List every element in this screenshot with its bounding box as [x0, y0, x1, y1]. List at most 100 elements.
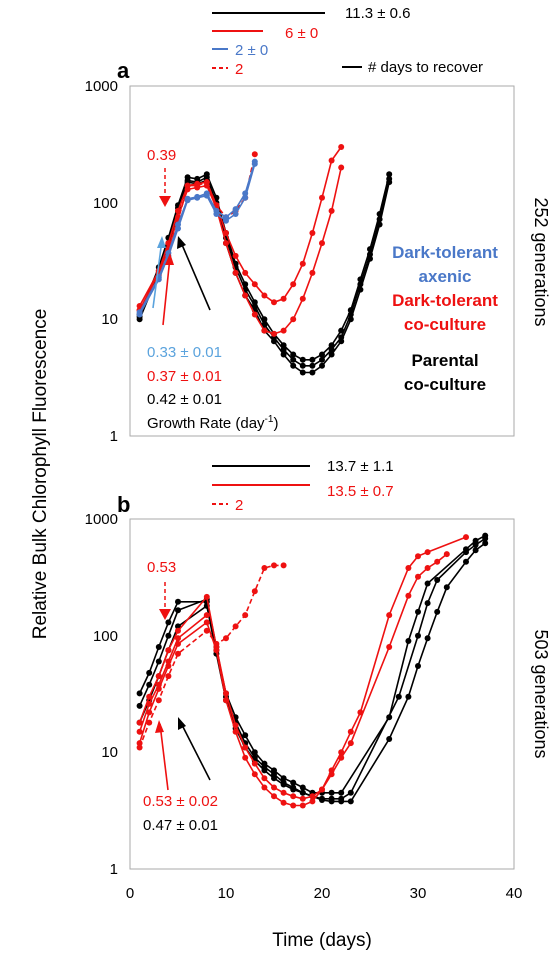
data-point — [443, 584, 450, 591]
x-axis-label: Time (days) — [272, 930, 372, 951]
data-point — [251, 749, 258, 756]
y-axis-label: Relative Bulk Chlorophyll Fluorescence — [30, 309, 51, 640]
panel-b-series — [136, 532, 489, 809]
data-point — [299, 795, 306, 802]
data-point — [415, 573, 421, 580]
data-point — [405, 592, 412, 599]
panel-b-label: b — [117, 492, 130, 517]
data-point — [463, 558, 469, 565]
data-point — [405, 565, 412, 571]
data-point — [319, 240, 325, 247]
series-line-red-6 — [138, 564, 284, 748]
data-point — [309, 793, 316, 800]
data-point — [280, 351, 287, 358]
data-point — [347, 728, 354, 735]
data-point — [146, 709, 153, 716]
y-tick-label: 100 — [93, 195, 118, 212]
data-point — [251, 588, 258, 595]
panel-b-rate-annotation: 0.53 — [147, 559, 176, 576]
data-point — [424, 600, 431, 607]
data-point — [367, 255, 373, 262]
arrow-red — [159, 723, 169, 791]
series-line-red-4 — [138, 553, 448, 807]
data-point — [242, 732, 249, 739]
data-point — [290, 351, 297, 358]
panel-b-growth-rates: 0.53 ± 0.02 0.47 ± 0.01 — [143, 793, 218, 834]
arrow-head-icon — [155, 720, 164, 733]
data-point — [155, 644, 162, 650]
legend-dt-coculture-line2: co-culture — [404, 315, 486, 334]
data-point — [386, 736, 393, 742]
data-point — [290, 793, 297, 800]
data-point — [319, 362, 325, 369]
data-point — [261, 327, 268, 334]
data-point — [347, 798, 354, 805]
data-point — [328, 157, 335, 164]
data-point — [232, 252, 239, 259]
panel-a-recover-legend: 11.3 ± 0.6 6 ± 0 2 ± 0 2 # days to recov… — [212, 5, 483, 78]
data-point — [271, 784, 277, 791]
series-line-black-1 — [138, 537, 486, 800]
y-tick-label: 1 — [110, 428, 118, 445]
recover-text-red: 6 ± 0 — [285, 25, 318, 42]
data-point — [434, 608, 441, 615]
arrow-lightblue — [152, 239, 163, 309]
data-point — [328, 351, 335, 358]
y-tick-label: 1000 — [85, 78, 118, 95]
growth-rate-red: 0.37 ± 0.01 — [147, 368, 222, 385]
data-point — [175, 635, 181, 642]
panel-a-frame — [129, 85, 515, 437]
growth-rate-label-sup: -1 — [265, 414, 274, 425]
data-point — [242, 754, 249, 761]
data-point — [261, 292, 268, 299]
data-point — [203, 619, 210, 626]
x-tick-label: 20 — [314, 885, 331, 902]
data-point — [328, 789, 335, 796]
arrow-head-icon — [177, 236, 186, 249]
data-point — [242, 292, 249, 299]
data-point — [223, 230, 229, 236]
data-point — [319, 356, 325, 363]
data-point — [290, 281, 297, 288]
data-point — [424, 565, 431, 571]
data-point — [242, 612, 249, 619]
data-point — [280, 295, 287, 302]
data-point — [415, 608, 421, 615]
data-point — [424, 580, 431, 587]
panel-b: 1 10 100 1000 b 503 generations 13.7 ± 1… — [85, 458, 551, 878]
y-tick-label: 100 — [93, 628, 118, 645]
data-point — [223, 240, 229, 247]
data-point — [309, 230, 316, 236]
series-line-red-3 — [138, 146, 342, 307]
data-point — [271, 793, 277, 800]
data-point — [175, 627, 181, 634]
data-point — [155, 658, 162, 665]
data-point — [175, 221, 181, 228]
data-point — [338, 749, 345, 756]
data-point — [328, 207, 335, 214]
data-point — [146, 719, 153, 726]
data-point — [203, 190, 210, 197]
data-point — [175, 607, 181, 614]
arrow-red — [162, 256, 171, 326]
panel-a: 1 10 100 1000 a 252 generations 11.3 ± 0… — [85, 5, 551, 445]
data-point — [136, 728, 143, 735]
data-point — [223, 697, 229, 704]
data-point — [357, 286, 364, 293]
data-point — [271, 775, 277, 782]
data-point — [443, 551, 450, 558]
panel-b-recover-legend: 13.7 ± 1.1 13.5 ± 0.7 2 — [212, 458, 394, 514]
data-point — [251, 771, 258, 778]
data-point — [251, 760, 258, 767]
arrow-head-icon — [159, 196, 171, 207]
data-point — [299, 362, 306, 369]
data-point — [463, 534, 469, 541]
recover-text-red: 13.5 ± 0.7 — [327, 483, 394, 500]
data-point — [338, 144, 345, 150]
data-point — [261, 565, 268, 571]
data-point — [280, 327, 287, 334]
data-point — [232, 728, 239, 735]
data-point — [271, 562, 277, 569]
panel-a-y-ticks: 1 10 100 1000 — [85, 78, 118, 445]
